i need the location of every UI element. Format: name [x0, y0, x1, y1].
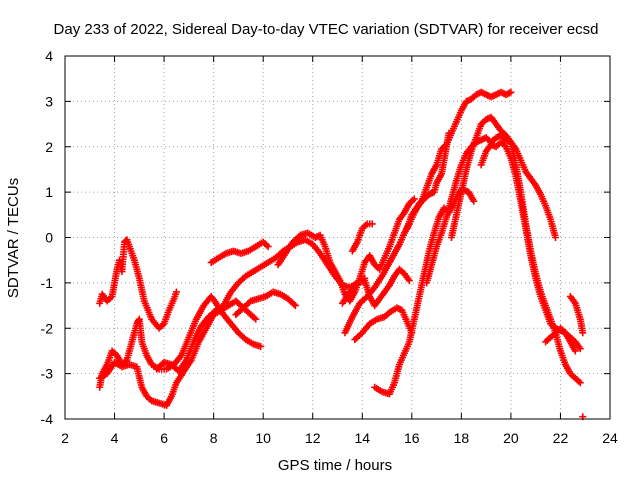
data-point: [576, 379, 584, 387]
data-point: [252, 315, 260, 323]
data-point: [507, 88, 515, 96]
data-point: [405, 277, 413, 285]
series-arc-d: [153, 236, 369, 375]
x-tick-label: 6: [160, 430, 168, 446]
y-axis-label: SDTVAR / TECUs: [5, 178, 22, 298]
x-tick-label: 18: [454, 430, 470, 446]
y-tick-label: 2: [45, 139, 53, 155]
x-tick-label: 22: [553, 430, 569, 446]
y-tick-label: 1: [45, 184, 53, 200]
y-tick-label: -1: [41, 275, 54, 291]
series-arc-p: [477, 138, 584, 353]
y-tick-label: -4: [41, 411, 54, 427]
data-point: [579, 329, 587, 337]
series-arc-e: [207, 238, 272, 266]
y-tick-label: 4: [45, 48, 53, 64]
y-tick-label: -3: [41, 366, 54, 382]
data-point: [410, 195, 418, 203]
x-tick-label: 2: [61, 430, 69, 446]
x-tick-label: 14: [354, 430, 370, 446]
series-arc-q: [542, 324, 579, 355]
x-tick-label: 16: [404, 430, 420, 446]
data-point: [470, 197, 478, 205]
series-arc-n: [423, 131, 559, 287]
data-point: [368, 220, 376, 228]
series-arc-r: [566, 292, 587, 337]
series-arc-i: [338, 265, 413, 310]
series-arc-h: [348, 220, 376, 255]
x-tick-label: 24: [602, 430, 618, 446]
data-point: [576, 345, 584, 353]
y-tick-label: 3: [45, 93, 53, 109]
x-tick-label: 20: [503, 430, 519, 446]
series-arc-b: [96, 292, 265, 391]
series-arc-k: [351, 304, 416, 344]
y-tick-label: 0: [45, 230, 53, 246]
y-tick-label: -2: [41, 320, 54, 336]
data-point: [264, 243, 272, 251]
series-arc-a: [96, 236, 180, 332]
series-arc-c: [96, 297, 260, 409]
data-marks: [96, 88, 587, 421]
x-tick-label: 12: [305, 430, 321, 446]
series-arc-f: [232, 288, 299, 319]
x-axis-label: GPS time / hours: [278, 457, 392, 474]
chart-title: Day 233 of 2022, Sidereal Day-to-day VTE…: [54, 21, 599, 38]
x-tick-label: 8: [210, 430, 218, 446]
series-arc-m: [403, 88, 515, 232]
data-point: [172, 288, 180, 296]
data-point: [257, 342, 265, 350]
x-tick-label: 4: [111, 430, 119, 446]
plot-frame: [64, 55, 611, 420]
data-point: [552, 234, 559, 241]
data-point: [290, 300, 298, 308]
x-tick-label: 10: [255, 430, 271, 446]
data-point: [571, 347, 579, 355]
data-point: [291, 302, 299, 310]
